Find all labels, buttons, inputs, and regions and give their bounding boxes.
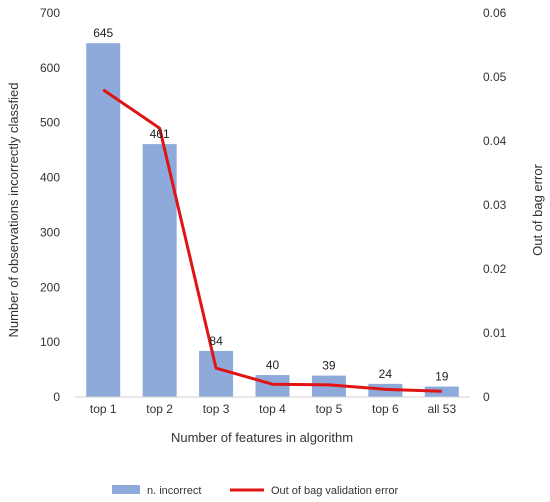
- out-of-bag-error-line: [102, 88, 442, 393]
- y-tick-label: 600: [40, 61, 60, 75]
- y2-tick-label: 0: [483, 390, 490, 404]
- x-tick-label: top 3: [203, 402, 230, 416]
- y2-tick-label: 0.04: [483, 134, 507, 148]
- y2-tick-label: 0.05: [483, 70, 507, 84]
- y2-axis-title: Out of bag error: [530, 163, 545, 255]
- y-tick-label: 700: [40, 6, 60, 20]
- y-tick-label: 200: [40, 280, 60, 294]
- x-tick-label: top 5: [316, 402, 343, 416]
- x-tick-label: top 2: [146, 402, 173, 416]
- y-tick-label: 300: [40, 225, 60, 239]
- y2-tick-label: 0.03: [483, 198, 507, 212]
- bar: [86, 43, 121, 398]
- bar: [199, 350, 234, 397]
- x-axis-ticks: top 1 top 2 top 3 top 4 top 5 top 6 all 53: [90, 402, 457, 416]
- right-axis-ticks: 0 0.01 0.02 0.03 0.04 0.05 0.06: [483, 6, 507, 404]
- x-axis-title: Number of features in algorithm: [171, 430, 353, 445]
- bar: [142, 144, 177, 397]
- y2-tick-label: 0.02: [483, 262, 507, 276]
- x-tick-label: top 1: [90, 402, 117, 416]
- legend-swatch-bars: [112, 485, 140, 494]
- x-tick-label: top 4: [259, 402, 286, 416]
- y-tick-label: 400: [40, 171, 60, 185]
- y2-tick-label: 0.06: [483, 6, 507, 20]
- legend: n. incorrect Out of bag validation error: [112, 485, 399, 497]
- bar-series: [86, 43, 459, 398]
- legend-label-line: Out of bag validation error: [271, 485, 399, 497]
- bar-data-label: 40: [266, 358, 280, 372]
- bar-data-labels: 645 461 84 40 39 24 19: [93, 26, 449, 383]
- bar-data-label: 84: [209, 334, 223, 348]
- bar-data-label: 645: [93, 26, 113, 40]
- bar: [424, 386, 459, 397]
- legend-label-bars: n. incorrect: [147, 485, 201, 497]
- bar-data-label: 24: [379, 367, 393, 381]
- y-tick-label: 500: [40, 116, 60, 130]
- x-tick-label: top 6: [372, 402, 399, 416]
- bar: [255, 375, 290, 397]
- bar-data-label: 39: [322, 359, 336, 373]
- left-axis-ticks: 0 100 200 300 400 500 600 700: [40, 6, 60, 404]
- x-tick-label: all 53: [427, 402, 456, 416]
- y-tick-label: 100: [40, 335, 60, 349]
- bar-data-label: 461: [150, 127, 170, 141]
- y-tick-label: 0: [53, 390, 60, 404]
- bar-data-label: 19: [435, 370, 449, 384]
- y2-tick-label: 0.01: [483, 326, 507, 340]
- y-axis-title: Number of observations incorrectly class…: [6, 82, 21, 337]
